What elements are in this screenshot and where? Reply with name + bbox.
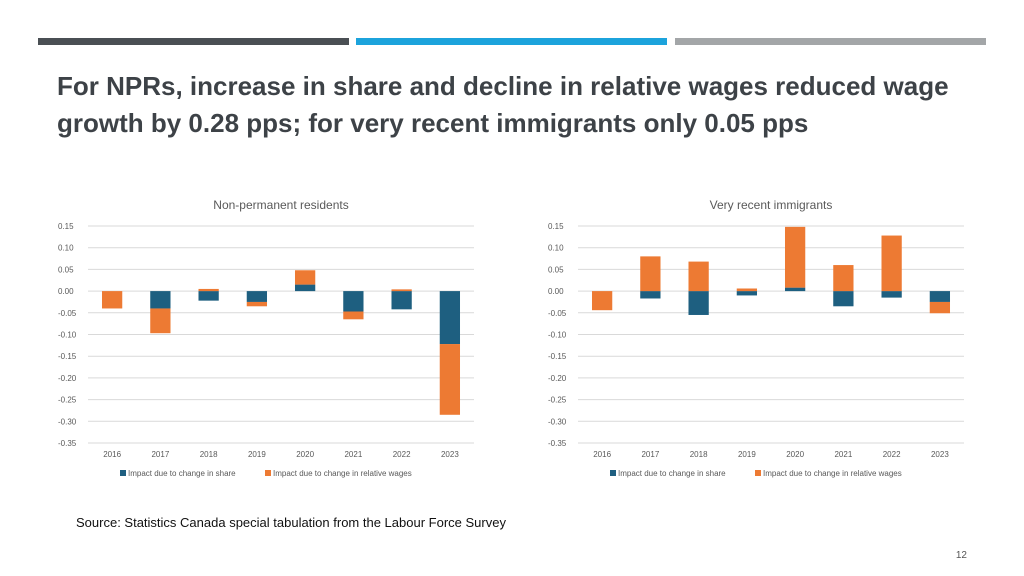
y-tick-label: 0.10 [548,244,564,253]
x-tick-label: 2018 [200,450,218,459]
bar-wages-2018 [688,261,709,292]
x-tick-label: 2019 [248,450,266,459]
chart-very-recent-immigrants: Very recent immigrants 0.15 0.10 0.05 0.00 -0… [528,190,998,490]
bar-wages-2016 [101,291,123,309]
x-tick-label: 2022 [883,450,901,459]
x-tick-label: 2023 [931,450,949,459]
decor-bar-blue [356,38,667,45]
y-tick-label: -0.30 [548,417,567,426]
x-tick-label: 2016 [593,450,611,459]
legend-swatch [755,470,761,476]
x-tick-label: 2020 [296,450,314,459]
bar-share-2021 [343,291,364,312]
y-tick-label: -0.25 [548,396,567,405]
bar-share-2020 [294,284,316,292]
bar-share-2019 [246,291,268,302]
decor-bar-gray [675,38,986,45]
page-number: 12 [955,550,967,561]
legend-swatch [265,470,271,476]
y-tick-label: -0.10 [548,331,567,340]
bar-wages-2019 [246,301,268,307]
y-tick-label: -0.30 [58,417,77,426]
x-tick-label: 2021 [344,450,362,459]
bar-wages-2018 [198,288,219,292]
y-tick-label: 0.00 [58,287,74,296]
bar-wages-2023 [439,344,461,415]
y-tick-label: 0.05 [58,265,74,274]
x-tick-label: 2020 [786,450,804,459]
x-tick-label: 2022 [393,450,411,459]
legend-swatch [120,470,126,476]
bar-share-2017 [640,291,661,299]
x-tick-label: 2019 [738,450,756,459]
chart-svg: Very recent immigrants 0.15 0.10 0.05 0.00 -0… [548,198,964,478]
chart-non-permanent-residents: Non-permanent residents 0.15 0.10 0.05 0.00 -… [38,190,508,490]
bar-share-2021 [833,291,854,307]
legend-label: Impact due to change in share [618,469,726,478]
bar-share-2019 [736,291,758,296]
bar-share-2022 [391,291,412,310]
bar-share-2023 [929,291,951,302]
y-tick-label: -0.15 [58,352,77,361]
bar-share-2020 [784,287,806,292]
bar-wages-2022 [391,289,412,292]
bar-share-2018 [198,291,219,301]
y-tick-label: -0.20 [58,374,77,383]
source-note: Source: Statistics Canada special tabula… [76,515,506,530]
bar-wages-2017 [640,256,661,292]
x-tick-label: 2018 [690,450,708,459]
bar-share-2018 [688,291,709,315]
y-tick-label: 0.10 [58,244,74,253]
legend-label: Impact due to change in relative wages [763,469,902,478]
chart-title: Very recent immigrants [710,198,833,212]
bar-wages-2020 [294,270,316,285]
x-tick-label: 2017 [641,450,659,459]
x-tick-label: 2017 [151,450,169,459]
y-tick-label: -0.05 [548,309,567,318]
bar-wages-2021 [343,311,364,320]
y-tick-label: -0.35 [58,439,77,448]
y-tick-label: 0.15 [58,222,74,231]
y-tick-label: -0.10 [58,331,77,340]
y-tick-label: -0.25 [58,396,77,405]
decor-bar-dark [38,38,349,45]
y-tick-label: -0.20 [548,374,567,383]
legend-swatch [610,470,616,476]
bar-share-2023 [439,291,461,345]
bar-wages-2017 [150,308,171,334]
legend-label: Impact due to change in share [128,469,236,478]
slide-title: For NPRs, increase in share and decline … [57,71,949,138]
bar-wages-2016 [591,291,613,311]
y-tick-label: -0.15 [548,352,567,361]
x-tick-label: 2016 [103,450,121,459]
bar-wages-2022 [881,235,902,292]
bar-share-2022 [881,291,902,298]
chart-svg: Non-permanent residents 0.15 0.10 0.05 0.00 -… [58,198,474,478]
chart-title: Non-permanent residents [213,198,348,212]
y-tick-label: -0.05 [58,309,77,318]
y-tick-label: 0.05 [548,265,564,274]
x-tick-label: 2023 [441,450,459,459]
bar-wages-2020 [784,226,806,288]
legend-label: Impact due to change in relative wages [273,469,412,478]
y-tick-label: -0.35 [548,439,567,448]
bar-wages-2021 [833,265,854,292]
y-tick-label: 0.15 [548,222,564,231]
bar-share-2017 [150,291,171,309]
bar-wages-2019 [736,288,758,292]
bar-wages-2023 [929,301,951,314]
x-tick-label: 2021 [834,450,852,459]
y-tick-label: 0.00 [548,287,564,296]
